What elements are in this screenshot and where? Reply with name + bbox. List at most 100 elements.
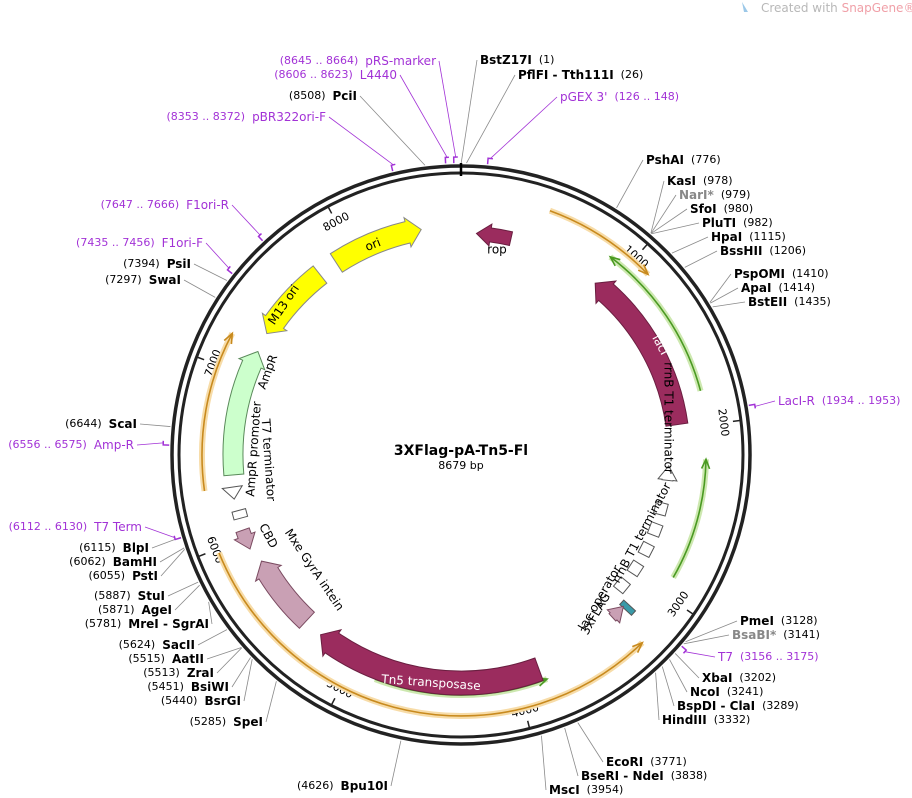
feature-line <box>218 552 643 717</box>
operator-box <box>618 599 637 617</box>
label-name: MreI - SgrAI <box>128 617 209 631</box>
primer-mark <box>748 403 757 409</box>
tick-mark <box>526 720 531 728</box>
label-position: (8645 .. 8664) <box>280 54 359 67</box>
label-line <box>709 273 732 303</box>
label-line <box>197 629 228 646</box>
label-line <box>328 116 394 166</box>
label-line <box>139 423 171 427</box>
label-name: SpeI <box>233 715 263 729</box>
feature-line <box>672 459 707 578</box>
label-name: BssHII <box>720 244 762 258</box>
site-label: (5285) SpeI <box>190 715 263 729</box>
label-lines <box>136 59 776 791</box>
label-position: (1115) <box>749 230 786 243</box>
label-line <box>674 653 700 679</box>
tick-mark <box>686 609 694 615</box>
site-label: ApaI (1414) <box>741 281 815 295</box>
label-name: BspDI - ClaI <box>677 699 755 713</box>
label-line <box>160 549 185 577</box>
label-line <box>655 672 660 721</box>
feature-arrow <box>222 350 266 477</box>
site-label: pGEX 3' (126 .. 148) <box>560 90 679 104</box>
label-position: (1) <box>539 53 555 66</box>
plasmid-length: 8679 bp <box>438 459 483 472</box>
feature-line <box>609 256 702 392</box>
label-name: SfoI <box>690 202 717 216</box>
site-label: BssHII (1206) <box>720 244 806 258</box>
site-label: T7 (3156 .. 3175) <box>717 650 819 664</box>
site-label: (5871) AgeI <box>98 603 172 617</box>
label-position: (1435) <box>794 295 831 308</box>
site-label: PmeI (3128) <box>740 614 817 628</box>
label-name: PflFI - Tth111I <box>518 68 614 82</box>
site-label: (7394) PsiI <box>123 257 191 271</box>
label-line <box>754 400 776 407</box>
label-position: (3954) <box>587 783 624 796</box>
label-name: KasI <box>667 174 696 188</box>
feature-arrow <box>261 265 328 335</box>
label-name: BsaBI* <box>732 628 777 642</box>
label-position: (6115) <box>79 541 116 554</box>
label-line <box>651 222 700 235</box>
label-line <box>684 651 716 658</box>
site-label: (5440) BsrGI <box>161 694 241 708</box>
label-name: StuI <box>138 589 165 603</box>
label-name: PspOMI <box>734 267 785 281</box>
label-name: PmeI <box>740 614 774 628</box>
site-label: (6062) BamHI <box>69 555 157 569</box>
site-label: PluTI (982) <box>702 216 773 230</box>
site-label: PshAI (776) <box>646 153 721 167</box>
label-line <box>208 601 213 625</box>
site-label: SfoI (980) <box>690 202 753 216</box>
label-name: BsrGI <box>204 694 241 708</box>
label-line <box>183 279 216 298</box>
label-line <box>390 740 402 787</box>
label-line <box>193 263 228 281</box>
label-line <box>671 236 709 254</box>
label-position: (1934 .. 1953) <box>822 394 901 407</box>
watermark-brand: SnapGene® <box>842 1 912 15</box>
label-line <box>438 60 457 158</box>
label-name: T7 <box>717 650 733 664</box>
primer-mark <box>486 157 493 165</box>
label-position: (3332) <box>714 713 751 726</box>
site-label: (6055) PstI <box>88 569 158 583</box>
label-name: SacII <box>162 638 195 652</box>
label-position: (5285) <box>190 715 227 728</box>
label-name: NcoI <box>690 685 720 699</box>
site-label: (7297) SwaI <box>105 273 181 287</box>
label-position: (776) <box>691 153 721 166</box>
label-position: (3241) <box>727 685 764 698</box>
site-label: (6556 .. 6575) Amp-R <box>8 438 134 452</box>
label-position: (7435 .. 7456) <box>76 236 155 249</box>
label-name: EcoRI <box>606 755 643 769</box>
tick-mark <box>327 206 333 214</box>
label-name: HpaI <box>711 230 742 244</box>
site-label: XbaI (3202) <box>702 671 776 685</box>
feature-arrow <box>606 605 625 624</box>
label-position: (8353 .. 8372) <box>167 110 246 123</box>
label-line <box>144 526 175 539</box>
site-label: NarI* (979) <box>679 188 750 202</box>
label-line <box>616 159 644 209</box>
label-position: (5451) <box>147 680 184 693</box>
label-position: (3141) <box>783 628 820 641</box>
label-position: (5871) <box>98 603 135 616</box>
label-line <box>669 659 688 693</box>
label-name: HindIII <box>662 713 707 727</box>
feature-label: Tn5 transposase <box>380 672 481 693</box>
label-position: (5440) <box>161 694 198 707</box>
label-position: (978) <box>703 174 733 187</box>
label-line <box>710 287 739 304</box>
label-position: (3202) <box>739 671 776 684</box>
label-position: (980) <box>724 202 754 215</box>
primer-mark <box>390 163 396 172</box>
label-position: (5515) <box>128 652 165 665</box>
site-label: LacI-R (1934 .. 1953) <box>778 394 900 408</box>
feature-glow <box>670 459 709 579</box>
label-line <box>359 95 426 166</box>
label-name: ApaI <box>741 281 771 295</box>
label-position: (4626) <box>297 779 334 792</box>
feature-arrow <box>320 629 544 696</box>
